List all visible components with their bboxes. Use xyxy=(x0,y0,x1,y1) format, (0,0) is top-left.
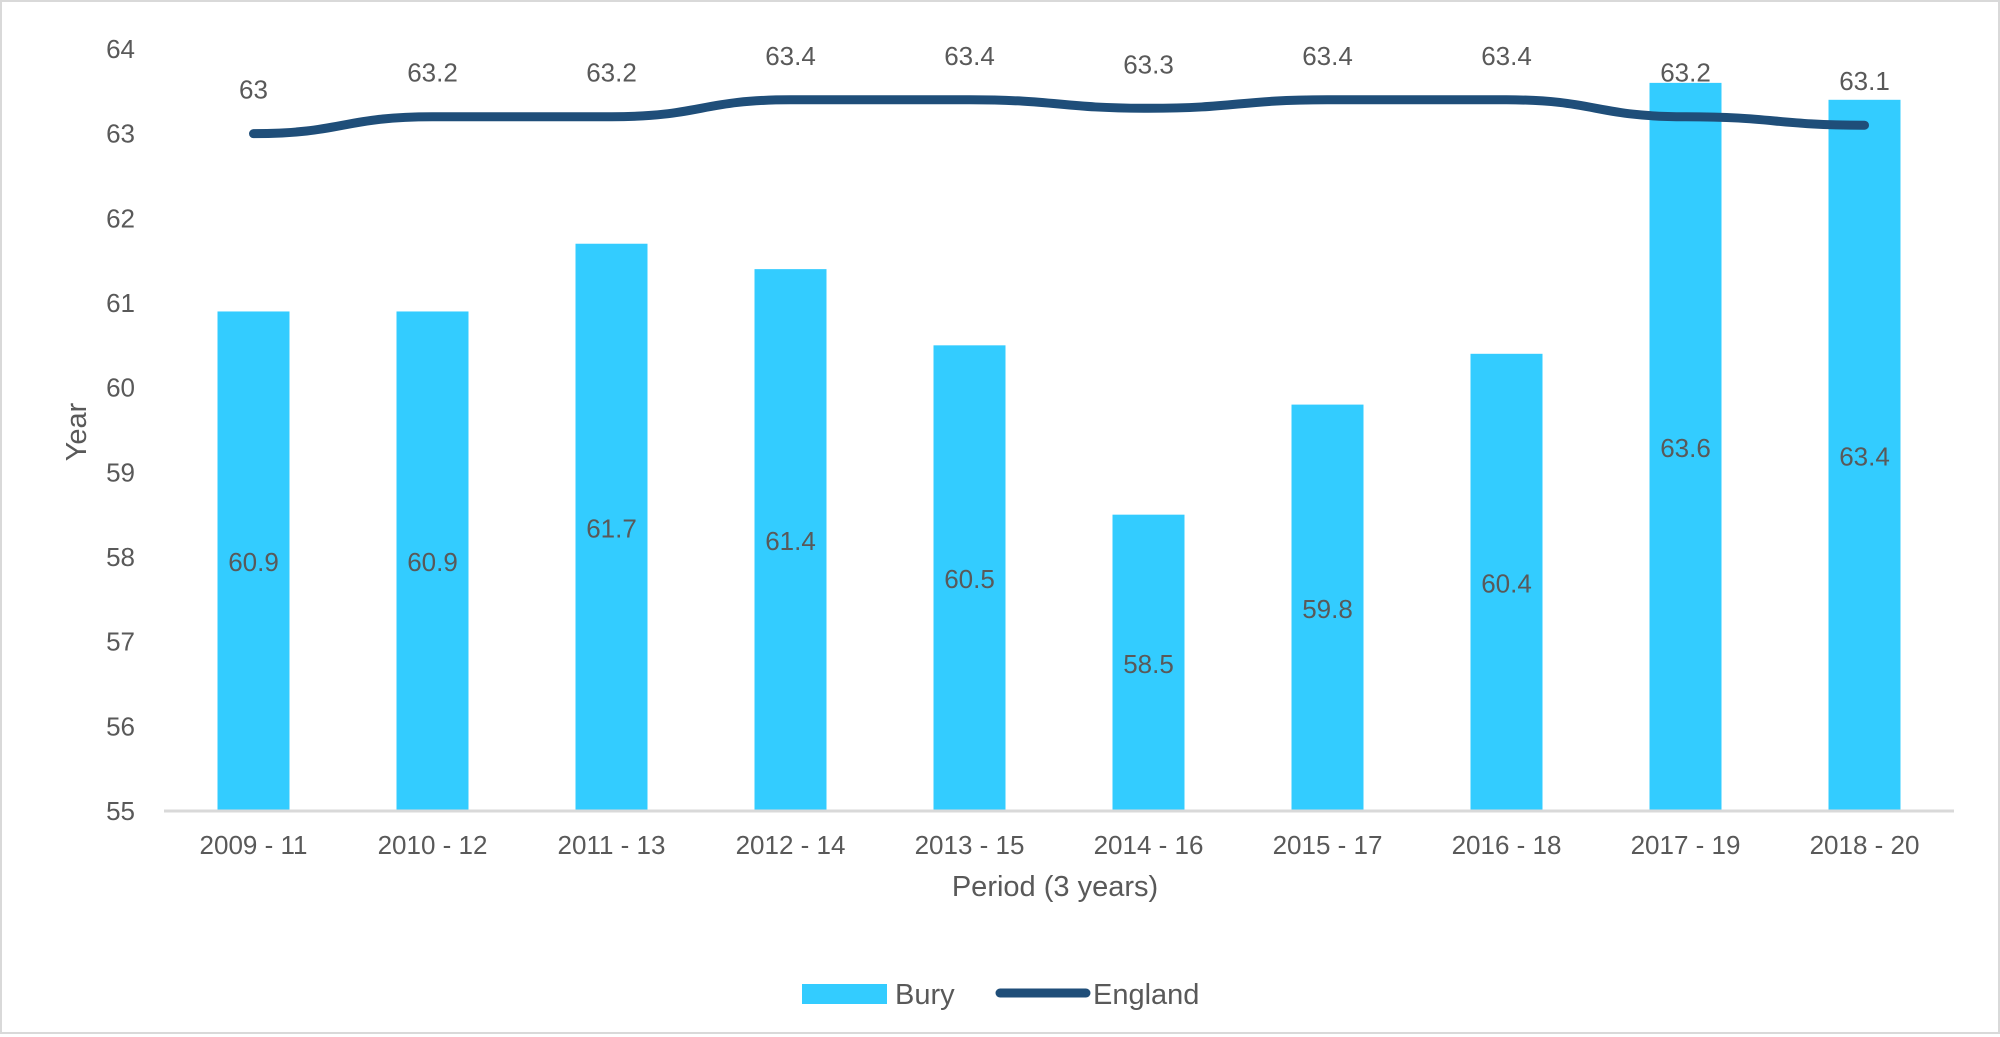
y-tick-label: 56 xyxy=(106,711,135,741)
bar-2014 - 16 xyxy=(1112,514,1185,811)
line-data-label: 63.2 xyxy=(407,58,458,88)
line-data-label: 63.4 xyxy=(1481,41,1532,71)
bury-data-labels: 60.9 60.9 61.7 61.4 60.5 58.5 59.8 60.4 63.6 63.4 xyxy=(228,433,1890,679)
bar-data-label: 59.8 xyxy=(1302,594,1353,624)
bar-data-label: 58.5 xyxy=(1123,649,1174,679)
x-tick-label: 2009 - 11 xyxy=(200,830,308,860)
bar-data-label: 63.6 xyxy=(1660,433,1711,463)
bar-2011 - 13 xyxy=(575,243,648,811)
bar-2013 - 15 xyxy=(933,345,1006,811)
bar-2018 - 20 xyxy=(1828,99,1901,812)
x-tick-label: 2018 - 20 xyxy=(1810,830,1920,860)
bar-data-label: 60.4 xyxy=(1481,568,1532,598)
y-tick-label: 62 xyxy=(106,203,135,233)
legend: Bury England xyxy=(802,979,1199,1011)
bury-bars xyxy=(217,82,1901,812)
y-tick-label: 58 xyxy=(106,542,135,572)
bar-data-label: 63.4 xyxy=(1839,441,1890,471)
bar-data-label: 60.5 xyxy=(944,564,995,594)
y-tick-label: 61 xyxy=(106,288,135,318)
england-line xyxy=(249,95,1869,139)
bar-2009 - 11 xyxy=(217,311,290,811)
line-data-label: 63.2 xyxy=(586,58,637,88)
y-axis-ticks: 55 56 57 58 59 60 61 62 63 64 xyxy=(106,34,135,826)
legend-england-label: England xyxy=(1093,979,1199,1011)
bar-2010 - 12 xyxy=(396,311,469,811)
line-data-label: 63.1 xyxy=(1839,66,1890,96)
bar-2016 - 18 xyxy=(1470,353,1543,811)
bar-2012 - 14 xyxy=(754,269,827,812)
line-data-label: 63 xyxy=(239,75,268,105)
y-tick-label: 57 xyxy=(106,627,135,657)
y-tick-label: 60 xyxy=(106,373,135,403)
x-tick-label: 2010 - 12 xyxy=(378,830,488,860)
line-data-label: 63.3 xyxy=(1123,49,1174,79)
x-tick-label: 2012 - 14 xyxy=(736,830,846,860)
bar-data-label: 61.7 xyxy=(586,513,637,543)
x-tick-label: 2016 - 18 xyxy=(1452,830,1562,860)
bar-data-label: 61.4 xyxy=(765,526,816,556)
line-data-label: 63.4 xyxy=(765,41,816,71)
y-axis-title: Year xyxy=(61,402,93,461)
x-tick-label: 2015 - 17 xyxy=(1273,830,1383,860)
line-data-label: 63.4 xyxy=(1302,41,1353,71)
bar-data-label: 60.9 xyxy=(407,547,458,577)
x-tick-label: 2011 - 13 xyxy=(558,830,666,860)
x-axis-title: Period (3 years) xyxy=(952,871,1158,903)
bar-2015 - 17 xyxy=(1291,404,1364,811)
y-tick-label: 59 xyxy=(106,457,135,487)
x-tick-label: 2017 - 19 xyxy=(1631,830,1741,860)
england-data-labels: 63 63.2 63.2 63.4 63.4 63.3 63.4 63.4 63.2 63.1 xyxy=(239,41,1890,105)
y-tick-label: 55 xyxy=(106,796,135,826)
bar-data-label: 60.9 xyxy=(228,547,279,577)
y-tick-label: 63 xyxy=(106,119,135,149)
legend-bury-label: Bury xyxy=(895,979,955,1011)
y-tick-label: 64 xyxy=(106,34,135,64)
line-data-label: 63.4 xyxy=(944,41,995,71)
legend-bury-swatch xyxy=(802,984,887,1004)
x-tick-label: 2013 - 15 xyxy=(915,830,1025,860)
x-axis-ticks: 2009 - 11 2010 - 12 2011 - 13 2012 - 14 2013… xyxy=(200,830,1920,860)
line-data-label: 63.2 xyxy=(1660,58,1711,88)
x-tick-label: 2014 - 16 xyxy=(1094,830,1204,860)
bar-2017 - 19 xyxy=(1649,82,1722,811)
